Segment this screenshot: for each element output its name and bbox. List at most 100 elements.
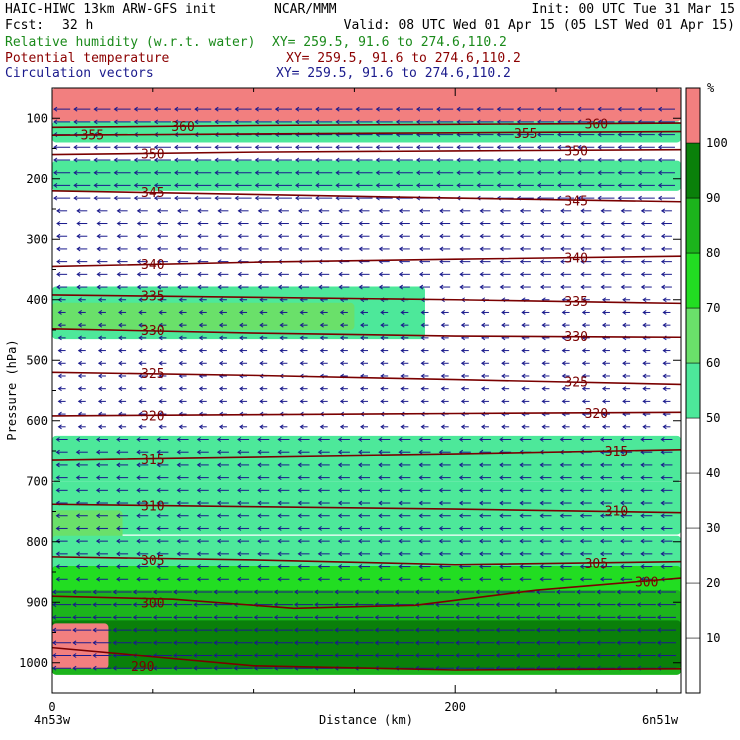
vector-arrow	[438, 437, 451, 442]
vector-head	[72, 627, 77, 633]
vector-arrow	[193, 589, 213, 595]
vector-arrow	[581, 398, 590, 404]
vector-arrow	[521, 386, 530, 392]
vector-arrow	[620, 246, 632, 252]
vector-arrow	[259, 424, 268, 430]
vector-head	[156, 271, 162, 277]
vector-head	[279, 424, 284, 430]
theta-label-320: 320	[585, 407, 608, 422]
x-tick-label: 200	[444, 700, 466, 714]
vector-head	[299, 360, 304, 366]
vector-head	[319, 310, 324, 315]
vector-arrow	[378, 449, 391, 455]
vector-head	[56, 271, 61, 277]
vector-head	[52, 640, 57, 646]
vector-head	[620, 475, 625, 481]
vector-head	[239, 386, 244, 392]
vector-arrow	[620, 475, 633, 481]
vector-arrow	[337, 500, 350, 506]
vector-head	[335, 170, 340, 176]
vector-head	[57, 310, 62, 315]
vector-head	[499, 208, 504, 214]
vector-head	[597, 106, 602, 112]
vector-arrow	[132, 589, 152, 595]
vector-head	[516, 170, 521, 176]
vector-head	[439, 271, 444, 277]
vector-arrow	[636, 614, 656, 620]
vector-head	[274, 157, 280, 163]
vector-arrow	[420, 322, 429, 328]
vector-arrow	[436, 157, 454, 163]
vector-arrow	[358, 538, 371, 544]
vector-arrow	[617, 132, 635, 138]
vector-arrow	[620, 564, 633, 569]
vector-arrow	[400, 386, 409, 392]
vector-head	[418, 462, 423, 468]
vector-head	[257, 233, 262, 239]
vector-arrow	[198, 310, 207, 315]
vector-arrow	[194, 119, 212, 125]
vector-arrow	[660, 564, 673, 569]
vector-head	[194, 195, 199, 201]
vector-arrow	[315, 106, 333, 112]
vector-head	[539, 576, 544, 582]
vector-head	[581, 386, 586, 392]
vector-arrow	[617, 182, 635, 188]
vector-head	[277, 576, 282, 582]
vector-head	[132, 640, 137, 646]
vector-head	[521, 373, 526, 379]
vector-head	[194, 106, 199, 112]
vector-arrow	[378, 576, 391, 582]
vector-arrow	[439, 233, 451, 239]
vector-arrow	[334, 627, 354, 633]
vector-arrow	[317, 526, 330, 531]
vector-arrow	[576, 602, 596, 608]
vector-arrow	[394, 653, 414, 658]
vector-head	[56, 221, 61, 226]
vector-arrow	[378, 233, 390, 239]
colorbar-tick-label: 30	[706, 521, 720, 535]
vector-head	[176, 538, 181, 544]
vector-arrow	[660, 208, 672, 214]
vector-head	[299, 322, 304, 328]
vector-arrow	[93, 170, 111, 176]
vector-arrow	[138, 386, 147, 392]
vector-arrow	[521, 424, 530, 430]
vector-head	[460, 386, 466, 392]
vector-arrow	[196, 526, 209, 531]
vector-arrow	[56, 271, 68, 277]
vector-arrow	[218, 398, 227, 404]
vector-head	[455, 640, 460, 646]
vector-arrow	[519, 437, 532, 442]
vector-arrow	[138, 297, 147, 303]
vector-head	[138, 297, 143, 303]
vector-arrow	[418, 475, 431, 481]
vector-head	[314, 627, 319, 633]
vector-head	[358, 475, 363, 481]
y-tick-label: 200	[26, 172, 48, 186]
vector-arrow	[254, 170, 272, 176]
vector-arrow	[499, 233, 511, 239]
vector-head	[297, 475, 302, 481]
vector-head	[197, 208, 202, 214]
vector-head	[53, 195, 58, 201]
vector-head	[657, 195, 663, 201]
vector-head	[458, 538, 464, 544]
vector-head	[113, 119, 118, 125]
vector-head	[656, 627, 662, 633]
vector-head	[640, 259, 645, 265]
vector-head	[579, 564, 584, 569]
vector-head	[620, 233, 625, 239]
vector-arrow	[319, 424, 328, 430]
vector-arrow	[439, 208, 451, 214]
vector-arrow	[213, 614, 233, 620]
vector-head	[476, 144, 481, 150]
vector-arrow	[136, 449, 149, 455]
vector-head	[234, 106, 239, 112]
vector-arrow	[521, 310, 530, 315]
vector-arrow	[561, 373, 570, 379]
vector-arrow	[535, 602, 555, 608]
vector-head	[153, 195, 159, 201]
vector-arrow	[435, 640, 455, 646]
vector-head	[581, 322, 586, 328]
